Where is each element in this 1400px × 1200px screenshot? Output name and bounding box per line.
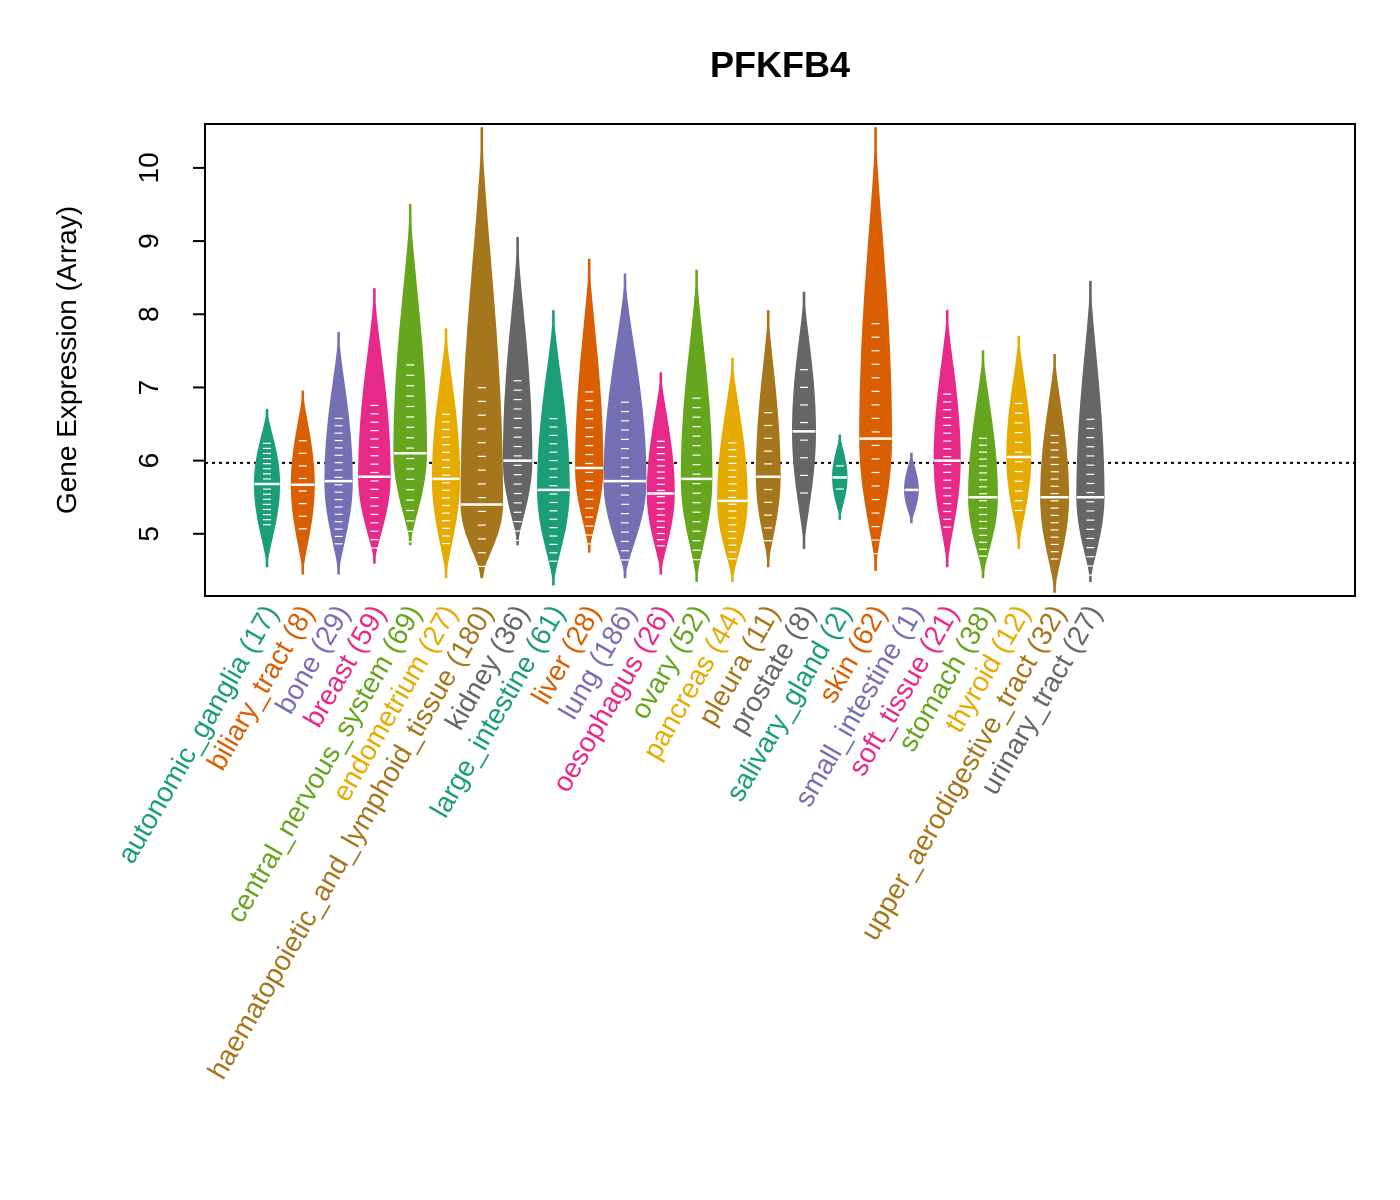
violin-haematopoietic_and_lymphoid_tissue — [460, 127, 504, 623]
violin-body — [1076, 280, 1105, 582]
violin-body — [502, 236, 533, 546]
y-tick-label: 7 — [133, 380, 164, 396]
chart-title: PFKFB4 — [710, 44, 850, 85]
violin-body — [575, 258, 604, 553]
violin-breast — [358, 288, 391, 564]
violin-soft_tissue — [933, 310, 961, 568]
violin-body — [358, 288, 391, 564]
y-axis: 5 6 7 8 9 10 — [133, 152, 205, 542]
violin-body — [253, 408, 281, 568]
violin-body — [431, 328, 461, 579]
y-tick-label: 8 — [133, 306, 164, 322]
violin-prostate — [792, 291, 816, 549]
violin-body — [393, 203, 427, 546]
y-tick-label: 9 — [133, 233, 164, 249]
x-label-autonomic_ganglia: autonomic_ganglia (17) — [111, 600, 284, 869]
violin-upper_aerodigestive_tract — [1040, 353, 1070, 593]
violin-bone — [324, 332, 353, 575]
y-tick-label: 6 — [133, 453, 164, 469]
violin-lung — [603, 273, 647, 579]
violin-urinary_tract — [1076, 280, 1105, 582]
violin-small_intestine — [904, 452, 919, 524]
plot-frame — [204, 123, 1356, 597]
violin-body — [536, 310, 570, 586]
x-axis-labels: autonomic_ganglia (17)biliary_tract (8)b… — [111, 600, 1108, 1085]
violin-body — [680, 269, 713, 582]
violin-body — [933, 310, 961, 568]
violin-kidney — [502, 236, 533, 546]
violin-pancreas — [717, 357, 748, 582]
violin-body — [968, 350, 998, 579]
violin-autonomic_ganglia — [253, 408, 281, 568]
violins-group — [253, 127, 1105, 623]
violin-pleura — [755, 310, 781, 568]
y-tick-label: 10 — [133, 152, 164, 183]
violin-thyroid — [1006, 335, 1032, 549]
violin-body — [290, 390, 315, 575]
violin-biliary_tract — [290, 390, 315, 575]
violin-large_intestine — [536, 310, 570, 586]
violin-salivary_gland — [832, 434, 848, 520]
violin-body — [904, 452, 919, 524]
violin-stomach — [968, 350, 998, 579]
violin-endometrium — [431, 328, 461, 579]
violin-liver — [575, 258, 604, 553]
violin-body — [859, 127, 892, 571]
y-tick-label: 5 — [133, 526, 164, 542]
violin-body — [460, 127, 504, 579]
violin-body — [792, 291, 816, 549]
violin-ovary — [680, 269, 713, 582]
violin-body — [603, 273, 647, 579]
violin-oesophagus — [646, 372, 675, 575]
y-axis-label: Gene Expression (Array) — [51, 206, 82, 514]
violin-central_nervous_system — [393, 203, 427, 546]
violin-skin — [859, 127, 892, 571]
violin-body — [1040, 353, 1070, 593]
violin-body — [646, 372, 675, 575]
violin-body — [324, 332, 353, 575]
